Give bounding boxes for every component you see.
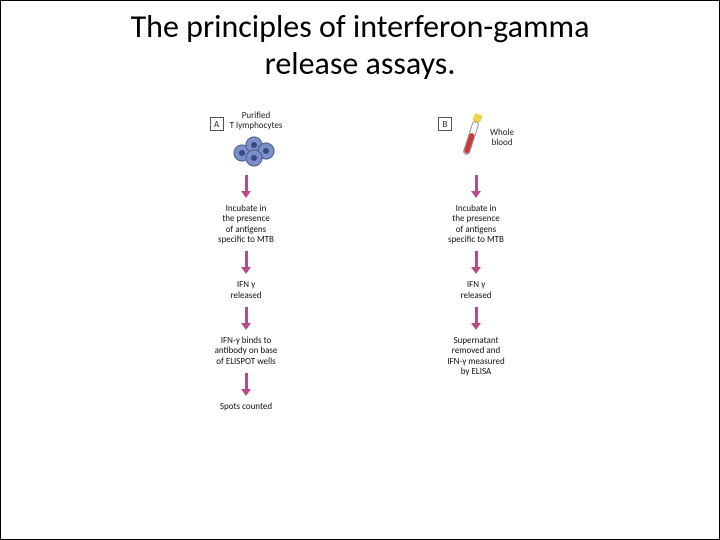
panel-a-letterbox: A	[210, 117, 224, 131]
panel-a: A Purified T lymphocytes	[161, 111, 331, 531]
panel-b-step-1: Incubate in the presence of antigens spe…	[444, 202, 508, 247]
panel-b-header: B Whole blood	[438, 111, 514, 171]
panel-b-step-3: Supernatant removed and IFN-γ measured b…	[443, 334, 508, 379]
arrow-icon	[241, 175, 251, 198]
title-line-1: The principles of interferon-gamma	[131, 7, 590, 46]
panel-b: B Whole blood	[391, 111, 561, 531]
lymphocytes-icon	[232, 133, 280, 167]
panel-a-step-2: IFN γ released	[226, 278, 265, 303]
arrow-icon	[241, 307, 251, 330]
panel-a-header: A Purified T lymphocytes	[210, 111, 283, 171]
panel-a-step-4: Spots counted	[216, 400, 276, 414]
arrow-icon	[241, 373, 251, 396]
panel-a-top-label: Purified T lymphocytes	[230, 111, 283, 131]
panel-a-step-3: IFN-γ binds to antibody on base of ELISP…	[211, 334, 282, 369]
arrow-icon	[471, 175, 481, 198]
panel-b-top-label: Whole blood	[490, 128, 514, 148]
blood-tube-icon	[458, 111, 484, 165]
title-line-2: release assays.	[265, 44, 456, 83]
arrow-icon	[471, 307, 481, 330]
page-title: The principles of interferon-gamma relea…	[1, 1, 719, 83]
diagram-container: A Purified T lymphocytes	[161, 111, 561, 531]
arrow-icon	[471, 251, 481, 274]
panel-b-letterbox: B	[438, 117, 452, 131]
arrow-icon	[241, 251, 251, 274]
panel-a-step-1: Incubate in the presence of antigens spe…	[214, 202, 278, 247]
panel-b-step-2: IFN γ released	[456, 278, 495, 303]
